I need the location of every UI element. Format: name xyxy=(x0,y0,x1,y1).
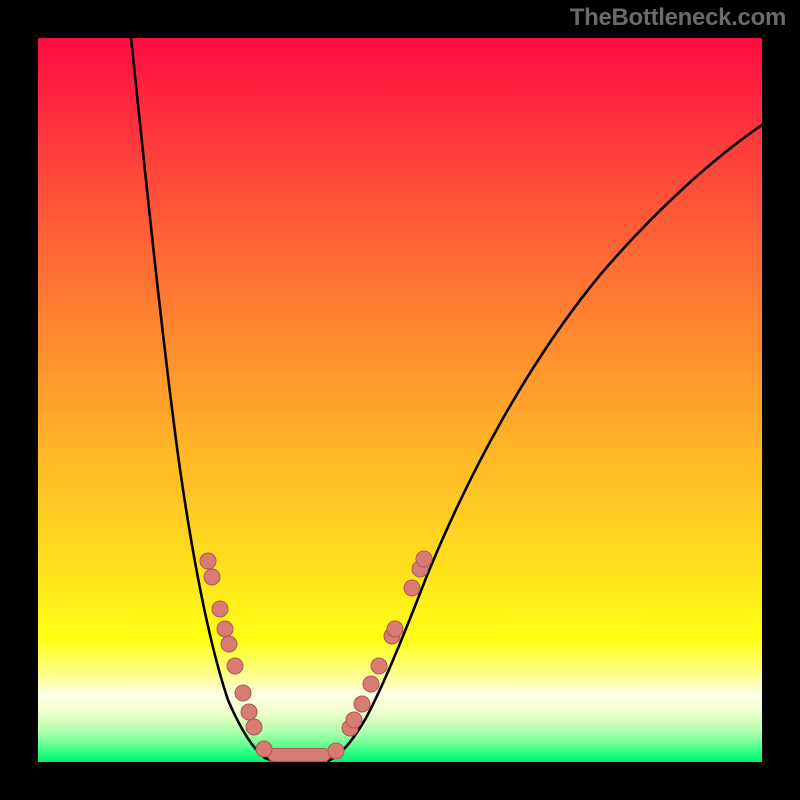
marker-right xyxy=(363,676,379,692)
marker-left xyxy=(246,719,262,735)
marker-right xyxy=(371,658,387,674)
marker-right xyxy=(328,743,344,759)
marker-right xyxy=(346,712,362,728)
bottom-connector xyxy=(268,749,330,762)
watermark-text: TheBottleneck.com xyxy=(570,4,786,32)
chart-container: TheBottleneck.com xyxy=(0,0,800,800)
marker-left xyxy=(235,685,251,701)
marker-left xyxy=(221,636,237,652)
marker-left xyxy=(241,704,257,720)
marker-left xyxy=(204,569,220,585)
bottleneck-chart xyxy=(0,0,800,800)
marker-left xyxy=(212,601,228,617)
marker-left xyxy=(200,553,216,569)
marker-right xyxy=(416,551,432,567)
marker-right xyxy=(387,621,403,637)
marker-left xyxy=(256,741,272,757)
marker-right xyxy=(354,696,370,712)
plot-background xyxy=(38,38,762,762)
marker-left xyxy=(217,621,233,637)
marker-left xyxy=(227,658,243,674)
marker-right xyxy=(404,580,420,596)
